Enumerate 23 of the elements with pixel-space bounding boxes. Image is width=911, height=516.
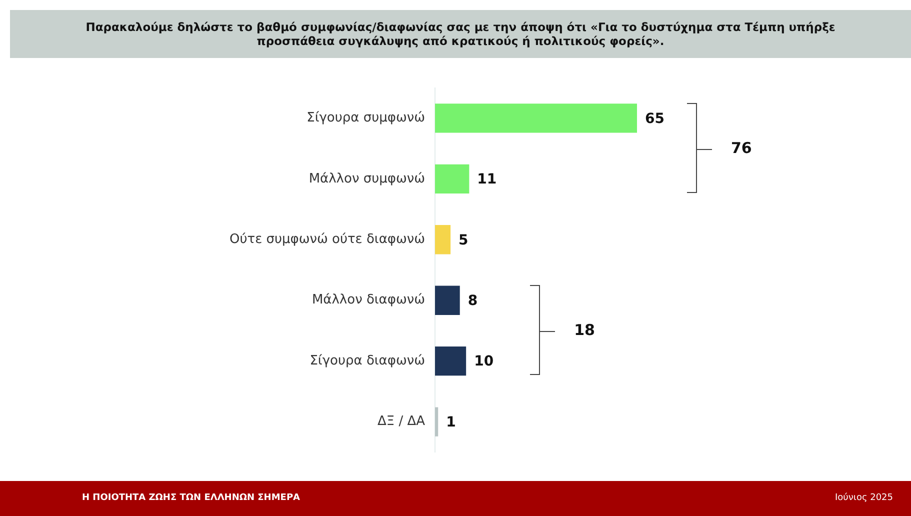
bar	[435, 286, 460, 315]
data-label: 5	[458, 232, 468, 248]
bar	[435, 225, 451, 254]
bar	[435, 164, 470, 194]
y-tick-label: Μάλλον συμφωνώ	[308, 171, 425, 186]
y-tick-label: Σίγουρα συμφωνώ	[306, 110, 425, 126]
y-tick-label: Μάλλον διαφωνώ	[312, 292, 425, 308]
annotation: 18	[574, 320, 595, 339]
y-tick-label: Σίγουρα διαφωνώ	[310, 353, 425, 368]
data-label: 65	[645, 110, 664, 127]
text: Ιούνιος 2025	[835, 493, 893, 503]
y-tick-label: Ούτε συμφωνώ ούτε διαφωνώ	[229, 232, 425, 248]
y-tick-label: ΔΞ / ΔΑ	[377, 414, 426, 430]
chart-title: Παρακαλούμε δηλώστε το βαθμό συμφωνίας/διαφωνίας σας με την άποψη ότι «Για το δυστύχημα στα Τέμπη υπήρξε προσπάθεια συγκάλυψης από κρατικούς ή πολιτικούς φορείς».	[10, 10, 911, 58]
text: Η ΠΟΙΟΤΗΤΑ ΖΩΗΣ ΤΩΝ ΕΛΛΗΝΩΝ ΣΗΜΕΡΑ	[82, 493, 300, 503]
text: 76	[731, 138, 752, 157]
data-label: 8	[468, 293, 478, 310]
bar	[435, 346, 466, 376]
data-label: 10	[474, 354, 494, 370]
data-label: 11	[477, 172, 497, 188]
bar	[435, 407, 438, 436]
bar	[435, 104, 637, 133]
data-label: 1	[446, 414, 456, 430]
